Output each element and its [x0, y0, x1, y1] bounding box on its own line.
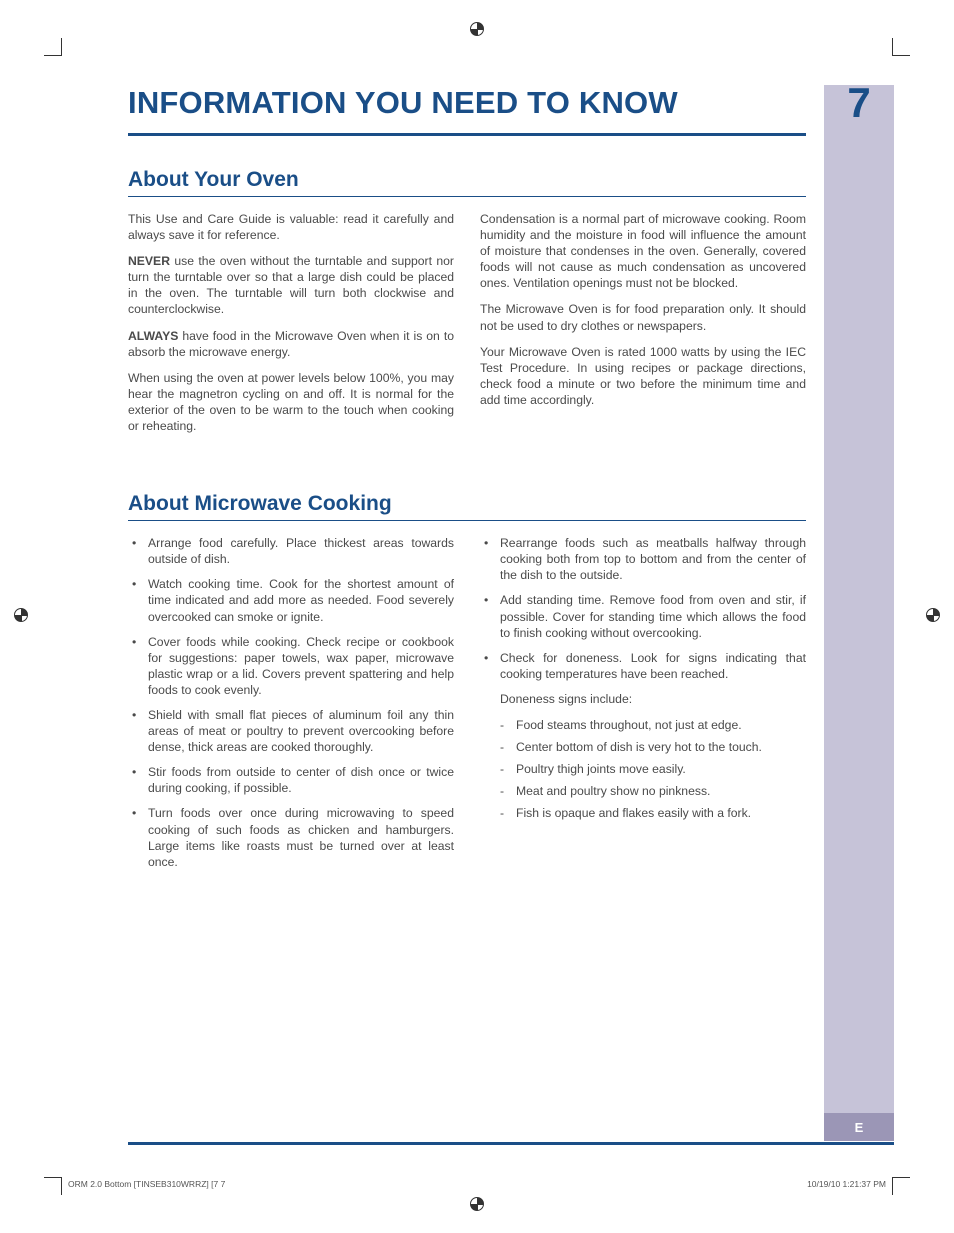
- list-item: Center bottom of dish is very hot to the…: [500, 739, 806, 755]
- list-item: Rearrange foods such as meatballs halfwa…: [480, 535, 806, 583]
- crop-mark: [44, 1177, 62, 1195]
- registration-mark-icon: [14, 608, 28, 622]
- page-number: 7: [824, 79, 894, 127]
- section1-right-column: Condensation is a normal part of microwa…: [480, 211, 806, 444]
- list-item: Food steams throughout, not just at edge…: [500, 717, 806, 733]
- section1-left-column: This Use and Care Guide is valuable: rea…: [128, 211, 454, 444]
- section2: About Microwave Cooking Arrange food car…: [128, 492, 894, 879]
- list-item: Turn foods over once during microwaving …: [128, 805, 454, 869]
- registration-mark-icon: [470, 22, 484, 36]
- page-content: INFORMATION YOU NEED TO KNOW 7 About You…: [128, 85, 894, 1173]
- section2-columns: Arrange food carefully. Place thickest a…: [128, 535, 806, 879]
- print-footer: ORM 2.0 Bottom [TINSEB310WRRZ] [7 7 10/1…: [68, 1179, 886, 1189]
- section-heading-about-oven: About Your Oven: [128, 168, 894, 192]
- section-divider: [128, 196, 806, 197]
- body-paragraph: When using the oven at power levels belo…: [128, 370, 454, 434]
- body-paragraph: Your Microwave Oven is rated 1000 watts …: [480, 344, 806, 408]
- body-paragraph: The Microwave Oven is for food preparati…: [480, 301, 806, 333]
- list-item: Poultry thigh joints move easily.: [500, 761, 806, 777]
- crop-mark: [44, 38, 62, 56]
- list-item: Meat and poultry show no pinkness.: [500, 783, 806, 799]
- doneness-intro: Doneness signs include:: [480, 691, 806, 707]
- section1-columns: This Use and Care Guide is valuable: rea…: [128, 211, 806, 444]
- body-paragraph: NEVER use the oven without the turntable…: [128, 253, 454, 317]
- registration-mark-icon: [926, 608, 940, 622]
- list-item: Check for doneness. Look for signs indic…: [480, 650, 806, 682]
- section-heading-microwave-cooking: About Microwave Cooking: [128, 492, 894, 516]
- section2-left-column: Arrange food carefully. Place thickest a…: [128, 535, 454, 879]
- list-item: Stir foods from outside to center of dis…: [128, 764, 454, 796]
- list-item: Arrange food carefully. Place thickest a…: [128, 535, 454, 567]
- list-item: Watch cooking time. Cook for the shortes…: [128, 576, 454, 624]
- bullet-list: Arrange food carefully. Place thickest a…: [128, 535, 454, 870]
- body-paragraph: ALWAYS have food in the Microwave Oven w…: [128, 328, 454, 360]
- page-header: INFORMATION YOU NEED TO KNOW 7: [128, 85, 894, 127]
- section-divider: [128, 520, 806, 521]
- crop-mark: [892, 38, 910, 56]
- registration-mark-icon: [470, 1197, 484, 1211]
- page-title: INFORMATION YOU NEED TO KNOW: [128, 85, 806, 127]
- list-item: Shield with small flat pieces of aluminu…: [128, 707, 454, 755]
- list-item: Cover foods while cooking. Check recipe …: [128, 634, 454, 698]
- body-paragraph: Condensation is a normal part of microwa…: [480, 211, 806, 291]
- bottom-divider: [128, 1142, 894, 1145]
- list-item: Add standing time. Remove food from oven…: [480, 592, 806, 640]
- title-divider: [128, 133, 806, 136]
- footer-right: 10/19/10 1:21:37 PM: [807, 1179, 886, 1189]
- dash-list: Food steams throughout, not just at edge…: [480, 717, 806, 821]
- body-paragraph: This Use and Care Guide is valuable: rea…: [128, 211, 454, 243]
- footer-left: ORM 2.0 Bottom [TINSEB310WRRZ] [7 7: [68, 1179, 225, 1189]
- section2-right-column: Rearrange foods such as meatballs halfwa…: [480, 535, 806, 879]
- list-item: Fish is opaque and flakes easily with a …: [500, 805, 806, 821]
- bullet-list: Rearrange foods such as meatballs halfwa…: [480, 535, 806, 682]
- crop-mark: [892, 1177, 910, 1195]
